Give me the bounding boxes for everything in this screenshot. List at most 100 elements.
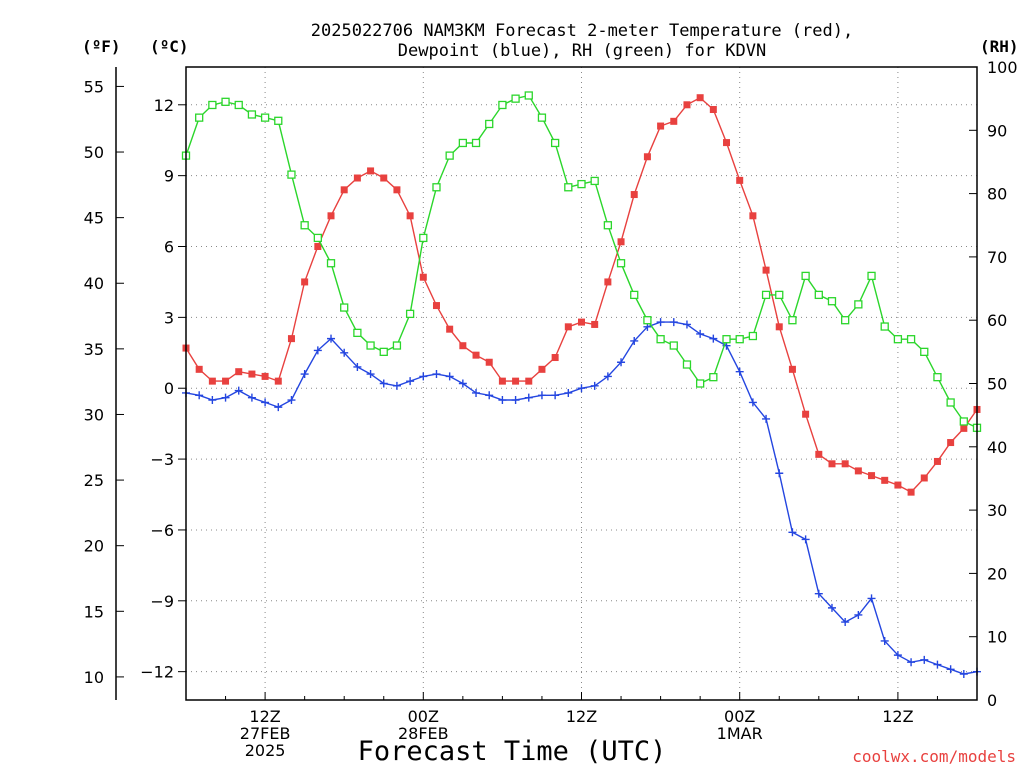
- x-axis-title: Forecast Time (UTC): [358, 736, 667, 767]
- series-temperature: [182, 94, 981, 496]
- rh-point: [656, 335, 665, 344]
- rh-point: [801, 271, 810, 281]
- dewpoint-point: [577, 384, 586, 393]
- dewpoint-point: [682, 320, 691, 329]
- dewpoint-point: [234, 386, 243, 395]
- series-dewpoint: [182, 318, 981, 679]
- fahrenheit-tick-label: 30: [84, 405, 104, 424]
- dewpoint-point: [247, 393, 256, 402]
- series-layer: [181, 91, 982, 679]
- temperature-point: [261, 372, 269, 380]
- temperature-point: [617, 238, 625, 246]
- dewpoint-point: [287, 396, 296, 405]
- celsius-tick-label: −9: [150, 592, 174, 611]
- rh-point: [616, 259, 626, 268]
- celsius-tick-label: −12: [140, 663, 174, 682]
- dewpoint-point: [617, 358, 626, 367]
- rh-point: [221, 97, 230, 106]
- temperature-point: [472, 351, 480, 359]
- temperature-point: [841, 460, 849, 468]
- dewpoint-point: [327, 334, 336, 343]
- temperature-point: [551, 354, 559, 362]
- rh-point: [208, 100, 217, 110]
- rh-point: [366, 341, 375, 350]
- rh-tick-label: 80: [987, 185, 1007, 204]
- rh-point: [485, 119, 494, 129]
- temperature-point: [643, 153, 651, 161]
- rh-point: [564, 183, 573, 192]
- dewpoint-point: [669, 318, 678, 327]
- temperature-point: [498, 377, 506, 385]
- rh-unit-label: (RH): [980, 37, 1019, 56]
- temperature-point: [222, 377, 230, 385]
- rh-point: [511, 94, 520, 103]
- rh-point: [775, 290, 784, 300]
- celsius-tick-label: 12: [154, 96, 174, 115]
- temperature-point: [340, 186, 348, 194]
- rh-tick-label: 0: [987, 691, 997, 710]
- rh-point: [274, 116, 283, 125]
- temperature-point: [736, 176, 744, 184]
- dewpoint-point: [537, 391, 546, 400]
- dewpoint-point: [419, 372, 428, 381]
- temperature-point: [353, 174, 361, 182]
- dewpoint-point: [406, 377, 415, 386]
- temperature-point: [670, 117, 678, 125]
- rh-point: [260, 113, 270, 122]
- temperature-point: [657, 122, 665, 130]
- dewpoint-point: [366, 370, 375, 379]
- dewpoint-point: [300, 370, 309, 379]
- rh-point: [827, 297, 837, 306]
- rh-point: [432, 183, 441, 192]
- temperature-point: [907, 488, 915, 496]
- rh-point: [788, 316, 797, 325]
- rh-point: [854, 300, 863, 309]
- dewpoint-point: [814, 589, 823, 598]
- dewpoint-point: [472, 388, 481, 397]
- temperature-point: [775, 323, 783, 331]
- fahrenheit-tick-label: 45: [84, 209, 104, 228]
- rh-point: [590, 176, 599, 186]
- dewpoint-point: [551, 391, 560, 400]
- celsius-axis: −12 −9 −6 −3 0 3 6 9 12: [140, 96, 186, 682]
- temperature-point: [723, 139, 731, 147]
- dewpoint-point: [313, 346, 322, 355]
- fahrenheit-tick-label: 25: [84, 471, 104, 490]
- rh-point: [933, 373, 942, 382]
- fahrenheit-tick-label: 50: [84, 143, 104, 162]
- rh-point: [920, 347, 929, 357]
- fahrenheit-tick-label: 40: [84, 274, 104, 293]
- chart-title-line1: 2025022706 NAM3KM Forecast 2-meter Tempe…: [311, 21, 853, 41]
- dewpoint-point: [893, 651, 902, 660]
- rh-point: [498, 100, 507, 110]
- dewpoint-point: [221, 393, 230, 402]
- dewpoint-point: [603, 372, 612, 381]
- temperature-point: [854, 467, 862, 475]
- dewpoint-point: [445, 372, 454, 381]
- temperature-point: [301, 278, 309, 286]
- rh-point: [748, 331, 758, 341]
- rh-point: [313, 233, 322, 243]
- x-tick-label: 1MAR: [717, 724, 763, 743]
- rh-point: [471, 138, 481, 148]
- dewpoint-point: [748, 398, 757, 407]
- temperature-point: [432, 302, 440, 310]
- fahrenheit-tick-label: 20: [84, 537, 104, 556]
- rh-point: [814, 290, 823, 300]
- temperature-point: [459, 342, 467, 350]
- rh-point: [735, 335, 744, 344]
- temperature-point: [933, 457, 941, 465]
- dewpoint-point: [392, 381, 401, 390]
- plot-frame: [185, 66, 978, 701]
- celsius-tick-label: 0: [164, 379, 174, 398]
- dewpoint-point: [485, 391, 494, 400]
- rh-point: [630, 290, 639, 300]
- rh-point: [867, 271, 876, 281]
- rh-point: [959, 417, 968, 426]
- dewpoint-point: [511, 396, 520, 405]
- rh-point: [234, 100, 243, 110]
- temperature-point: [868, 472, 876, 480]
- rh-tick-label: 40: [987, 438, 1007, 457]
- dewpoint-point: [946, 665, 955, 674]
- temperature-point: [630, 191, 638, 199]
